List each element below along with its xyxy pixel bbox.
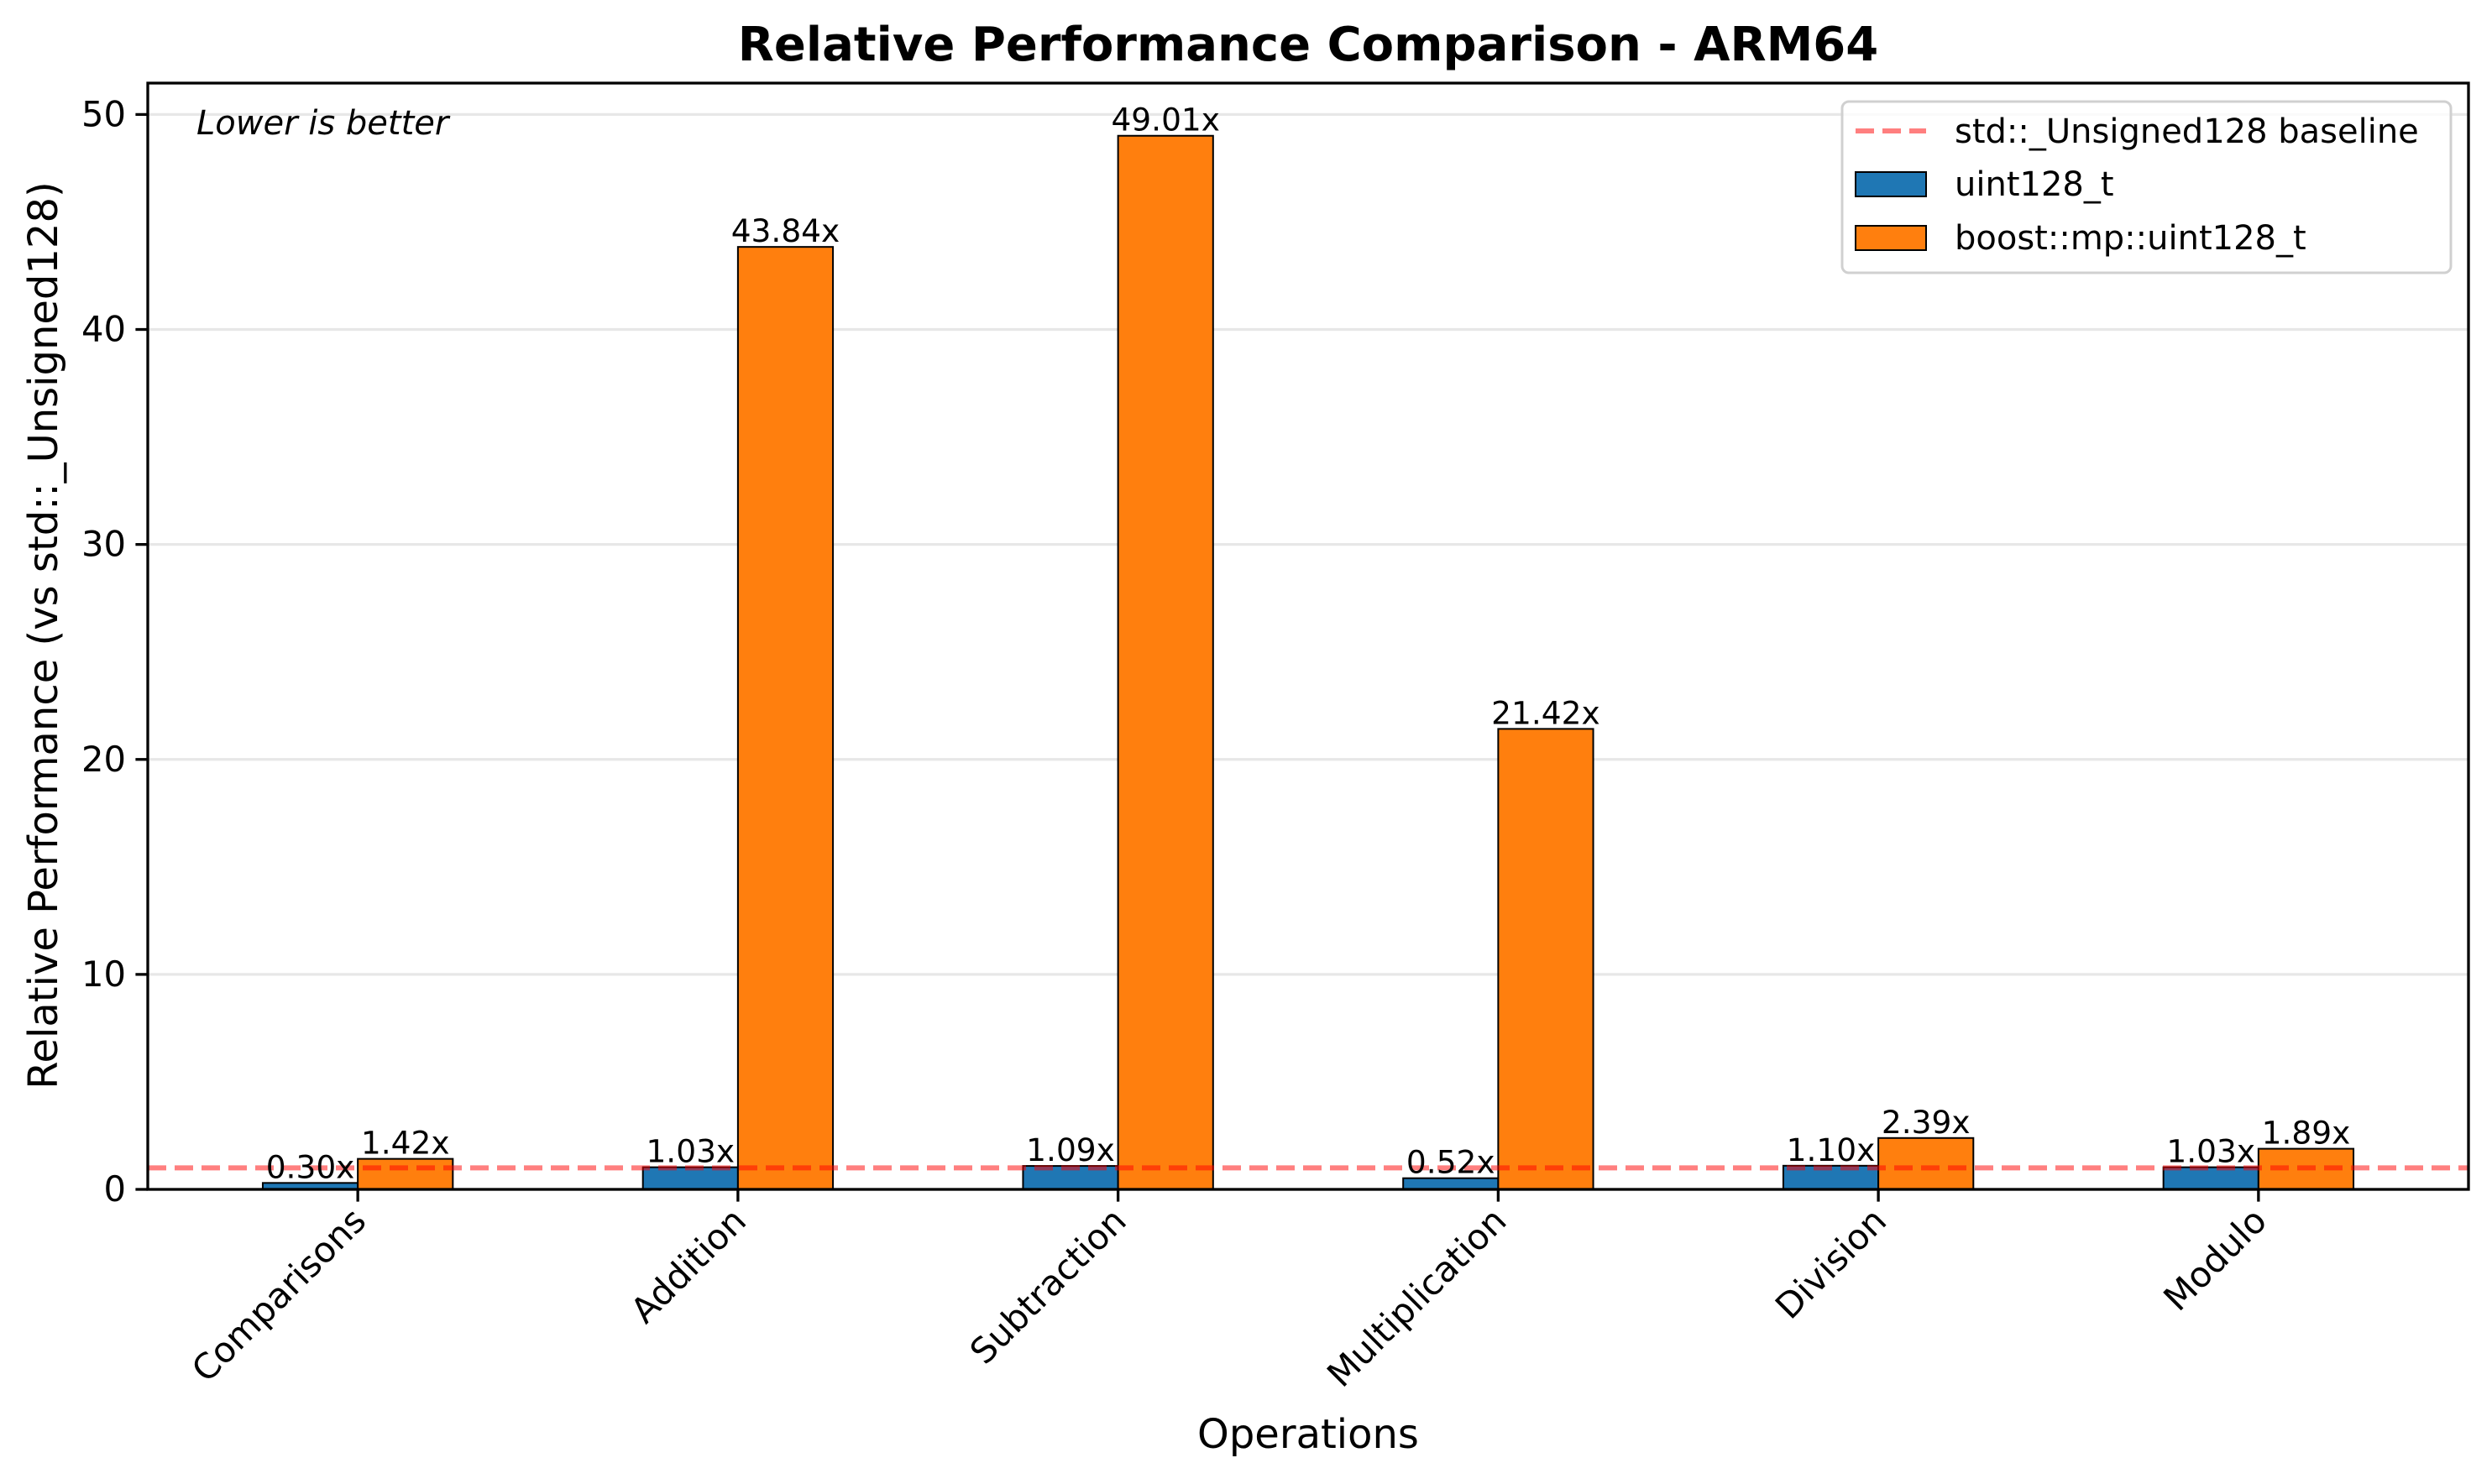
bar-boost-multiplication (1497, 728, 1594, 1190)
y-tick-label: 30 (81, 524, 126, 565)
legend-label-boost: boost::mp::uint128_t (1955, 219, 2306, 258)
bar-value-label: 0.52x (1406, 1144, 1495, 1181)
y-tick-label: 10 (81, 954, 126, 995)
bar-boost-division (1877, 1137, 1975, 1190)
bar-value-label: 43.84x (731, 212, 840, 249)
bars (261, 134, 2355, 1191)
bar-value-label: 1.03x (646, 1133, 735, 1170)
annotation-lower-is-better: Lower is better (196, 104, 451, 143)
bar-value-label: 0.30x (266, 1148, 355, 1185)
bar-value-label: 1.42x (361, 1125, 450, 1162)
y-tick-label: 0 (103, 1168, 126, 1210)
legend-swatch-uint128 (1855, 171, 1927, 197)
bar-boost-addition (736, 246, 835, 1190)
y-tick-label: 40 (81, 309, 126, 350)
legend-label-uint128: uint128_t (1955, 165, 2114, 204)
bar-value-label: 21.42x (1491, 694, 1600, 731)
y-axis-label: Relative Performance (vs std::_Unsigned1… (20, 181, 67, 1089)
bar-value-label: 1.10x (1787, 1131, 1876, 1168)
bar-uint128-modulo (2162, 1166, 2259, 1190)
bar-value-label: 2.39x (1882, 1104, 1971, 1141)
y-tick-label: 50 (81, 93, 126, 134)
bar-labels: 0.30x 1.03x 1.09x 0.52x 1.10x 1.03x 1.42x 43.84… (266, 102, 2351, 1186)
legend-swatch-boost (1855, 225, 1927, 251)
bar-boost-subtraction (1117, 134, 1214, 1190)
bar-uint128-addition (641, 1166, 739, 1190)
chart-title: Relative Performance Comparison - ARM64 (738, 18, 1878, 72)
bar-value-label: 1.03x (2166, 1133, 2255, 1170)
legend: std::_Unsigned128 baseline uint128_t boo… (1840, 100, 2453, 274)
legend-box (1840, 100, 2453, 274)
bar-value-label: 1.09x (1026, 1131, 1115, 1168)
x-axis-label: Operations (1197, 1411, 1419, 1458)
y-tick-label: 20 (81, 739, 126, 780)
axes-frame (146, 81, 2470, 1191)
legend-label-baseline: std::_Unsigned128 baseline (1955, 112, 2419, 151)
y-ticks: 0 10 20 30 40 50 (81, 93, 148, 1210)
bar-value-label: 49.01x (1111, 102, 1220, 138)
bar-value-label: 1.89x (2262, 1115, 2351, 1152)
bar-boost-comparisons (357, 1157, 454, 1190)
